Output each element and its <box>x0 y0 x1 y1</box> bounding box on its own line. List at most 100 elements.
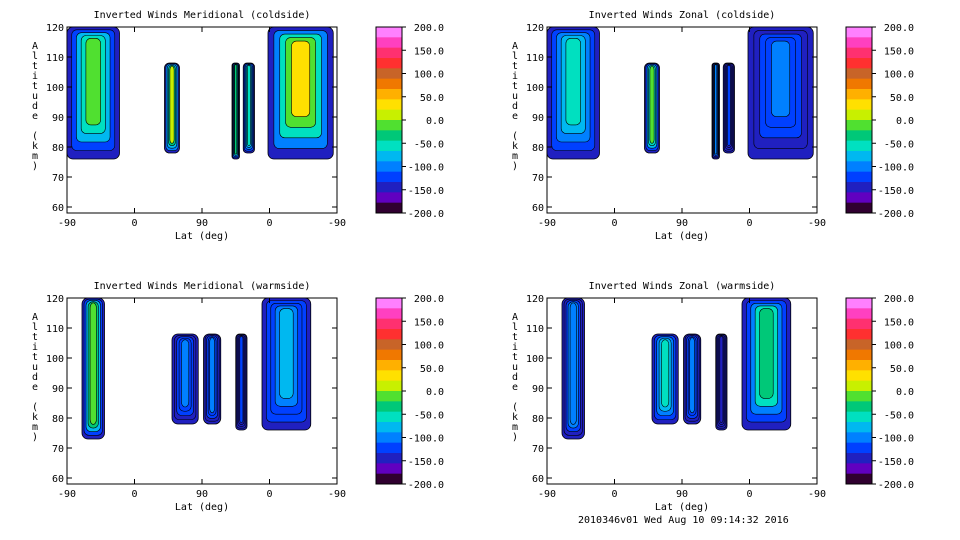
chart-panel-2: -90 0 90 0 -90 60 70 80 90 100 110 120 Inverted Wind… <box>512 10 914 242</box>
band-contour-4 <box>649 65 655 144</box>
colorbar-swatch <box>376 411 402 423</box>
colorbar-tick-label: 100.0 <box>414 341 444 352</box>
y-tick-label: 110 <box>46 53 64 64</box>
band-contour-4 <box>661 339 670 408</box>
colorbar-swatch <box>376 27 402 38</box>
data-band-3 <box>231 62 240 160</box>
data-band-1 <box>561 297 585 440</box>
colorbar-swatch <box>376 329 402 340</box>
y-tick-label: 100 <box>526 83 544 94</box>
chart-panel-3: -90 0 90 0 -90 60 70 80 90 100 110 120 Inverted Wind… <box>32 281 444 513</box>
colorbar-swatch <box>376 401 402 413</box>
colorbar-swatch <box>376 360 402 371</box>
colorbar-swatch <box>846 27 872 38</box>
y-axis-label-char: t <box>512 81 518 92</box>
footer-timestamp: 2010346v01 Wed Aug 10 09:14:32 2016 <box>578 515 789 526</box>
colorbar-tick-label: -200.0 <box>408 209 444 220</box>
band-contour-4 <box>85 38 101 126</box>
y-tick-label: 120 <box>526 294 544 305</box>
colorbar-tick-label: 0.0 <box>426 387 444 398</box>
y-axis-label-char: k <box>512 412 518 423</box>
colorbar-tick-label: 150.0 <box>884 46 914 57</box>
chart-title: Inverted Winds Meridional (warmside) <box>94 281 311 292</box>
x-tick-label: 90 <box>676 218 688 229</box>
y-axis-label-char: m <box>512 151 518 162</box>
colorbar-tick-label: -50.0 <box>414 410 444 421</box>
colorbar-swatch <box>846 360 872 371</box>
y-tick-label: 80 <box>52 143 64 154</box>
y-tick-label: 80 <box>532 143 544 154</box>
colorbar-swatch <box>376 308 402 320</box>
y-axis-label-char: i <box>32 342 38 353</box>
colorbar-swatch <box>376 130 402 142</box>
colorbar-tick-label: 100.0 <box>414 70 444 81</box>
y-axis-label-char: i <box>32 71 38 82</box>
y-axis-label-char: e <box>32 382 38 393</box>
colorbar-swatch <box>376 109 402 121</box>
data-band-5 <box>261 297 312 431</box>
y-tick-label: 100 <box>526 354 544 365</box>
colorbar-swatch <box>376 182 402 193</box>
data-band-5 <box>747 26 814 160</box>
y-axis-label-char: d <box>512 101 518 112</box>
colorbar-swatch <box>846 99 872 111</box>
colorbar-swatch <box>846 68 872 80</box>
chart-title: Inverted Winds Meridional (coldside) <box>94 10 311 21</box>
y-tick-label: 100 <box>46 354 64 365</box>
colorbar-swatch <box>376 171 402 183</box>
x-tick-label: -90 <box>808 489 826 500</box>
y-tick-label: 90 <box>52 384 64 395</box>
colorbar-swatch <box>376 78 402 90</box>
y-axis-label-char: ) <box>32 161 38 172</box>
y-tick-label: 110 <box>46 324 64 335</box>
colorbar-swatch <box>846 37 872 49</box>
colorbar-swatch <box>376 202 402 214</box>
colorbar-swatch <box>846 391 872 402</box>
y-axis-label-char: d <box>32 101 38 112</box>
y-axis-label-char: A <box>512 312 518 323</box>
colorbar-tick-label: -200.0 <box>878 209 914 220</box>
x-tick-label: -90 <box>328 489 346 500</box>
colorbar-swatch <box>846 308 872 320</box>
colorbar-swatch <box>846 473 872 485</box>
colorbar-swatch <box>846 130 872 142</box>
colorbar-tick-label: 50.0 <box>890 93 914 104</box>
colorbar-swatch <box>846 463 872 475</box>
y-axis-label-char: ) <box>32 432 38 443</box>
colorbar: 200.0 150.0 100.0 50.0 0.0 -50.0 -100.0 -150.0 -… <box>375 23 444 220</box>
data-band-4 <box>722 62 735 154</box>
colorbar-swatch <box>846 202 872 214</box>
y-tick-label: 70 <box>532 173 544 184</box>
colorbar-swatch <box>846 161 872 173</box>
y-axis-label-char: i <box>512 342 518 353</box>
colorbar-swatch <box>376 58 402 69</box>
band-contour-4 <box>247 65 251 147</box>
colorbar-tick-label: -200.0 <box>408 480 444 491</box>
data-band-1 <box>81 297 105 440</box>
y-axis-label-char: A <box>32 41 38 52</box>
colorbar-swatch <box>376 432 402 444</box>
y-tick-label: 70 <box>532 444 544 455</box>
colorbar-swatch <box>376 192 402 204</box>
y-tick-label: 70 <box>52 444 64 455</box>
y-axis-label-char: ) <box>512 161 518 172</box>
y-tick-label: 60 <box>532 203 544 214</box>
colorbar-tick-label: -150.0 <box>408 457 444 468</box>
y-tick-label: 120 <box>46 294 64 305</box>
colorbar-swatch <box>376 391 402 402</box>
colorbar-tick-label: -50.0 <box>414 139 444 150</box>
colorbar-swatch <box>846 140 872 152</box>
data-band-5 <box>741 297 792 431</box>
data-band-3 <box>683 333 702 425</box>
colorbar-swatch <box>846 109 872 121</box>
colorbar-swatch <box>376 349 402 361</box>
y-axis-label-char: ( <box>512 402 518 413</box>
colorbar-swatch <box>846 89 872 100</box>
x-tick-label: 90 <box>676 489 688 500</box>
colorbar-swatch <box>846 171 872 183</box>
colorbar-swatch <box>846 182 872 193</box>
colorbar-swatch <box>376 453 402 464</box>
colorbar-swatch <box>376 339 402 351</box>
y-axis-label-char: l <box>32 51 38 62</box>
